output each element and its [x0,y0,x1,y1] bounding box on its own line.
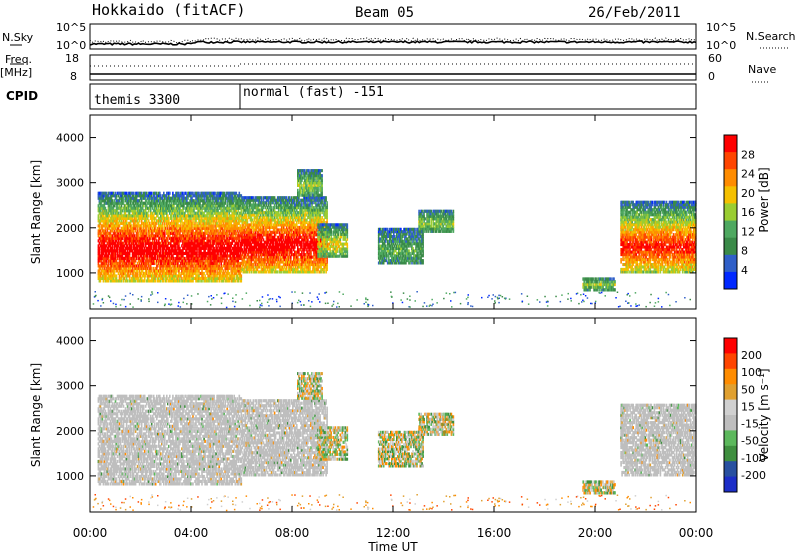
cpid-label: CPID [6,89,38,103]
noise-right-tick-bottom: 10^0 [706,39,736,52]
nave-tick-top: 60 [708,52,722,65]
power-cell [133,192,135,195]
nave-label: Nave [748,63,776,76]
station-title: Hokkaido (fitACF) [92,1,246,19]
power-cell [148,214,150,217]
power-cell [151,192,153,195]
power-cell [151,267,153,270]
cpid-panel: CPID themis 3300 normal (fast) -151 [6,84,696,109]
cpid-panel-frame [90,84,696,109]
noise-right-label: N.Search [746,30,796,43]
noise-right-tick-top: 10^5 [706,21,736,34]
noise-left-tick-top: 10^5 [56,21,86,34]
date-title: 26/Feb/2011 [588,5,681,21]
frequency-panel-frame [90,55,696,80]
power-cell [116,274,118,277]
power-cell [127,279,129,282]
freq-tick-top: 18 [65,52,79,65]
radar-plot: Hokkaido (fitACF) Beam 05 26/Feb/2011 N.… [0,0,800,554]
power-cell [169,192,171,195]
power-cell [168,217,170,220]
beam-title: Beam 05 [355,5,414,21]
nave-tick-bottom: 0 [708,70,715,83]
freq-tick-bottom: 8 [70,70,77,83]
noise-panel: N.Sky 10^5 10^0 10^5 10^0 N.Search [2,21,796,52]
cpid-mode-2: normal (fast) -151 [243,85,384,100]
cpid-mode-1: themis 3300 [94,93,180,108]
freq-label-2: [MHz] [0,66,32,79]
noise-left-tick-bottom: 10^0 [56,39,86,52]
noise-panel-frame [90,24,696,49]
noise-sky-line [90,41,696,45]
frequency-panel: Freq. [MHz] 18 8 60 0 Nave [0,52,776,83]
noise-left-label: N.Sky [2,31,34,44]
